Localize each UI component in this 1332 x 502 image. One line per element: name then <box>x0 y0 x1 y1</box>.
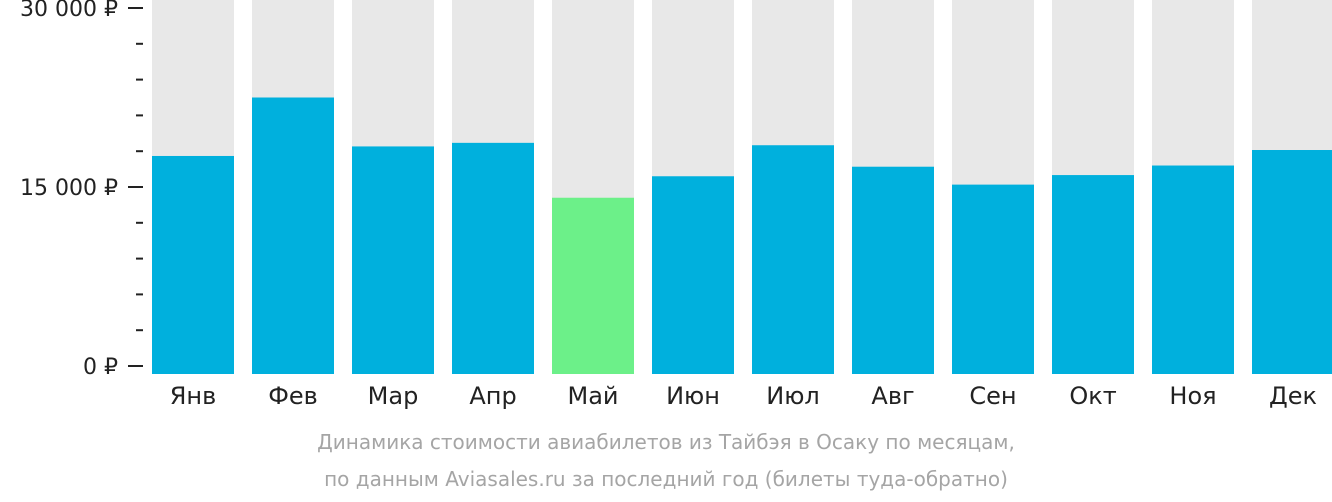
x-tick-label: Ноя <box>1169 382 1216 410</box>
y-tick-label: 15 000 ₽ <box>20 176 118 201</box>
bar-12 <box>1252 150 1332 374</box>
bar-9 <box>952 184 1034 374</box>
chart-caption-line-1: Динамика стоимости авиабилетов из Тайбэя… <box>317 430 1015 454</box>
y-axis: 0 ₽ 15 000 ₽ 30 000 ₽ <box>20 0 143 380</box>
x-tick-label: Дек <box>1269 382 1317 410</box>
chart-caption-line-2: по данным Aviasales.ru за последний год … <box>324 467 1008 491</box>
x-tick-label: Апр <box>469 382 516 410</box>
bar-5 <box>552 197 634 374</box>
price-chart: 0 ₽ 15 000 ₽ 30 000 ₽ Янв Фев Мар Апр Май Июн Ию… <box>20 0 1332 410</box>
bar-6 <box>652 176 734 374</box>
bar-2 <box>252 97 334 374</box>
bar-3 <box>352 146 434 374</box>
x-tick-label: Июл <box>766 382 820 410</box>
bar-10 <box>1052 175 1134 374</box>
y-tick-label: 0 ₽ <box>83 355 118 380</box>
x-axis-labels: Янв Фев Мар Апр Май Июн Июл Авг Сен Окт Ноя Дек <box>170 382 1317 410</box>
x-tick-label: Июн <box>666 382 720 410</box>
bars <box>152 97 1332 374</box>
x-tick-label: Мар <box>368 382 419 410</box>
bar-11 <box>1152 165 1234 374</box>
y-tick-label: 30 000 ₽ <box>20 0 118 22</box>
x-tick-label: Авг <box>871 382 914 410</box>
x-tick-label: Фев <box>268 382 318 410</box>
bar-1 <box>152 155 234 374</box>
x-tick-label: Окт <box>1069 382 1116 410</box>
x-tick-label: Май <box>567 382 618 410</box>
bar-8 <box>852 166 934 374</box>
x-tick-label: Сен <box>969 382 1016 410</box>
x-tick-label: Янв <box>170 382 217 410</box>
bar-7 <box>752 145 834 374</box>
bar-4 <box>452 142 534 374</box>
